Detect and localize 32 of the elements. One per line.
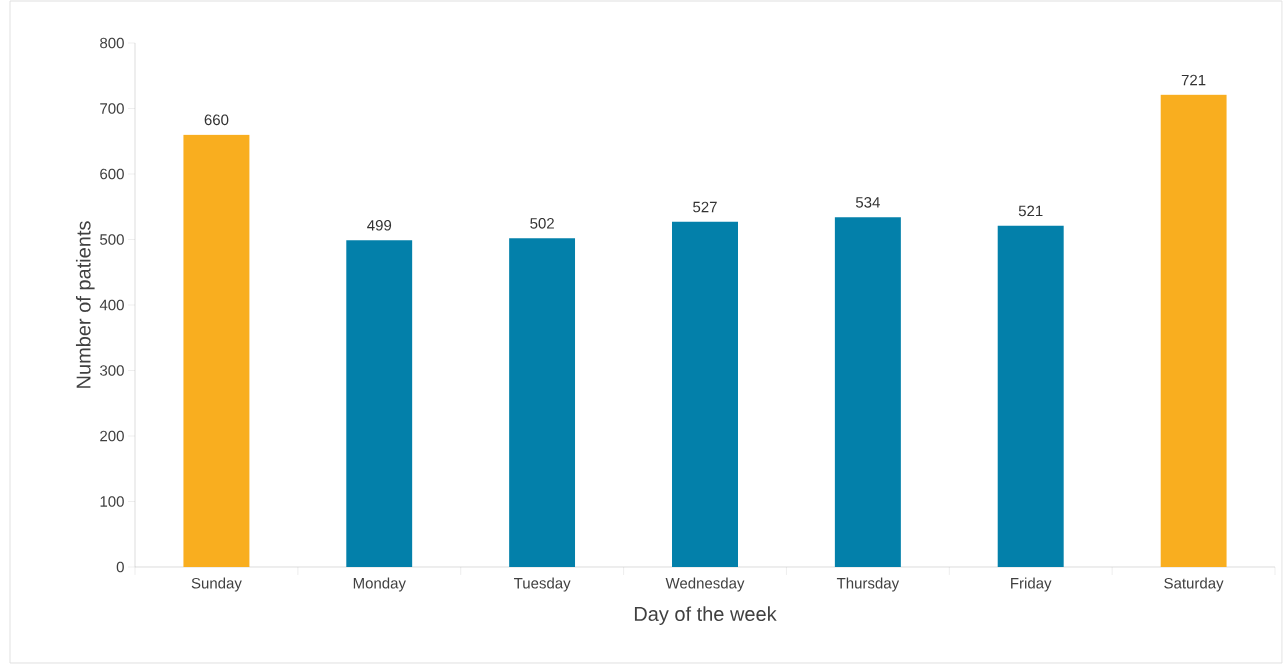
x-tick-label: Thursday bbox=[836, 577, 900, 592]
bar bbox=[183, 134, 250, 567]
x-tick-label: Friday bbox=[1011, 577, 1052, 592]
data-label: 499 bbox=[367, 219, 392, 231]
data-label: 502 bbox=[530, 218, 554, 229]
bar bbox=[509, 238, 576, 567]
data-label: 527 bbox=[693, 201, 717, 213]
y-tick-label: 0 bbox=[116, 561, 124, 573]
y-tick-label: 100 bbox=[100, 496, 124, 507]
x-tick-label: Monday bbox=[353, 577, 406, 592]
data-label: 534 bbox=[855, 197, 880, 208]
x-axis-title: Day of the week bbox=[634, 606, 777, 626]
y-tick-label: 700 bbox=[100, 103, 124, 114]
x-tick-label: Saturday bbox=[1164, 577, 1224, 592]
data-label: 660 bbox=[204, 114, 229, 126]
bar bbox=[834, 217, 901, 567]
y-tick-label: 200 bbox=[100, 430, 124, 442]
y-axis-title: Number of patients bbox=[75, 221, 95, 388]
y-tick-label: 300 bbox=[100, 365, 124, 376]
y-tick-label: 600 bbox=[100, 168, 124, 180]
bar bbox=[997, 225, 1064, 567]
bar bbox=[1160, 94, 1227, 567]
y-tick-label: 400 bbox=[99, 299, 124, 311]
data-label: 521 bbox=[1018, 205, 1043, 217]
bar bbox=[672, 221, 738, 567]
y-tick-label: 800 bbox=[100, 37, 124, 49]
x-tick-label: Wednesday bbox=[665, 577, 745, 592]
data-label: 721 bbox=[1181, 74, 1206, 86]
y-tick-label: 500 bbox=[100, 234, 124, 245]
bar bbox=[346, 240, 413, 567]
x-tick-label: Sunday bbox=[191, 577, 242, 592]
x-tick-label: Tuesday bbox=[513, 577, 571, 592]
